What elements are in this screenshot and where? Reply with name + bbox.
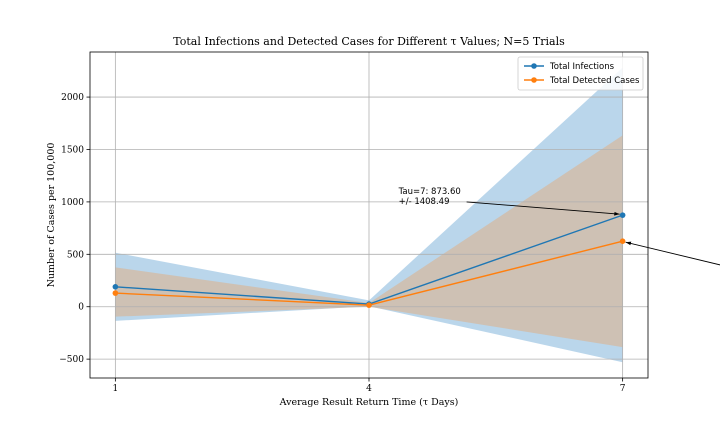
y-axis-label: Number of Cases per 100,000 <box>46 143 57 288</box>
legend-marker <box>531 77 537 83</box>
annotation-text: Tau=7: 873.60 <box>398 187 461 197</box>
legend-label: Total Infections <box>549 62 615 72</box>
annotation-arrow <box>466 201 620 216</box>
y-tick-label: 1500 <box>61 145 84 155</box>
y-tick-label: 0 <box>78 303 84 313</box>
x-tick-label: 1 <box>112 384 118 394</box>
data-point <box>112 290 119 296</box>
x-tick-label: 7 <box>620 384 626 394</box>
annotation-text-2: +/- 1408.49 <box>399 197 450 207</box>
annotation-arrow-2 <box>625 241 720 266</box>
data-point <box>366 302 372 308</box>
grid <box>90 52 648 378</box>
y-tick-label: 1000 <box>61 198 84 208</box>
chart-title: Total Infections and Detected Cases for … <box>173 35 565 48</box>
x-axis-ticks: 1 4 7 <box>112 378 626 394</box>
legend-label: Total Detected Cases <box>549 76 640 86</box>
y-tick-label: 500 <box>67 250 84 260</box>
x-axis-label: Average Result Return Time (τ Days) <box>279 397 459 408</box>
data-point <box>112 284 119 290</box>
y-tick-label: 2000 <box>61 93 84 103</box>
legend-marker <box>531 63 537 69</box>
data-point <box>619 238 626 245</box>
band-2 <box>115 135 623 348</box>
y-axis-ticks: −500 0 500 1000 1500 2000 <box>59 93 90 365</box>
data-point <box>619 212 626 218</box>
legend: Total Infections Total Detected Cases <box>517 56 644 91</box>
confidence-bands <box>115 67 623 363</box>
y-tick-label: −500 <box>59 355 84 365</box>
series-lines <box>112 212 626 308</box>
annotations: Tau=7: 873.60+/- 1408.49 <box>398 187 720 266</box>
x-tick-label: 4 <box>366 384 372 394</box>
legend-box <box>517 56 644 91</box>
